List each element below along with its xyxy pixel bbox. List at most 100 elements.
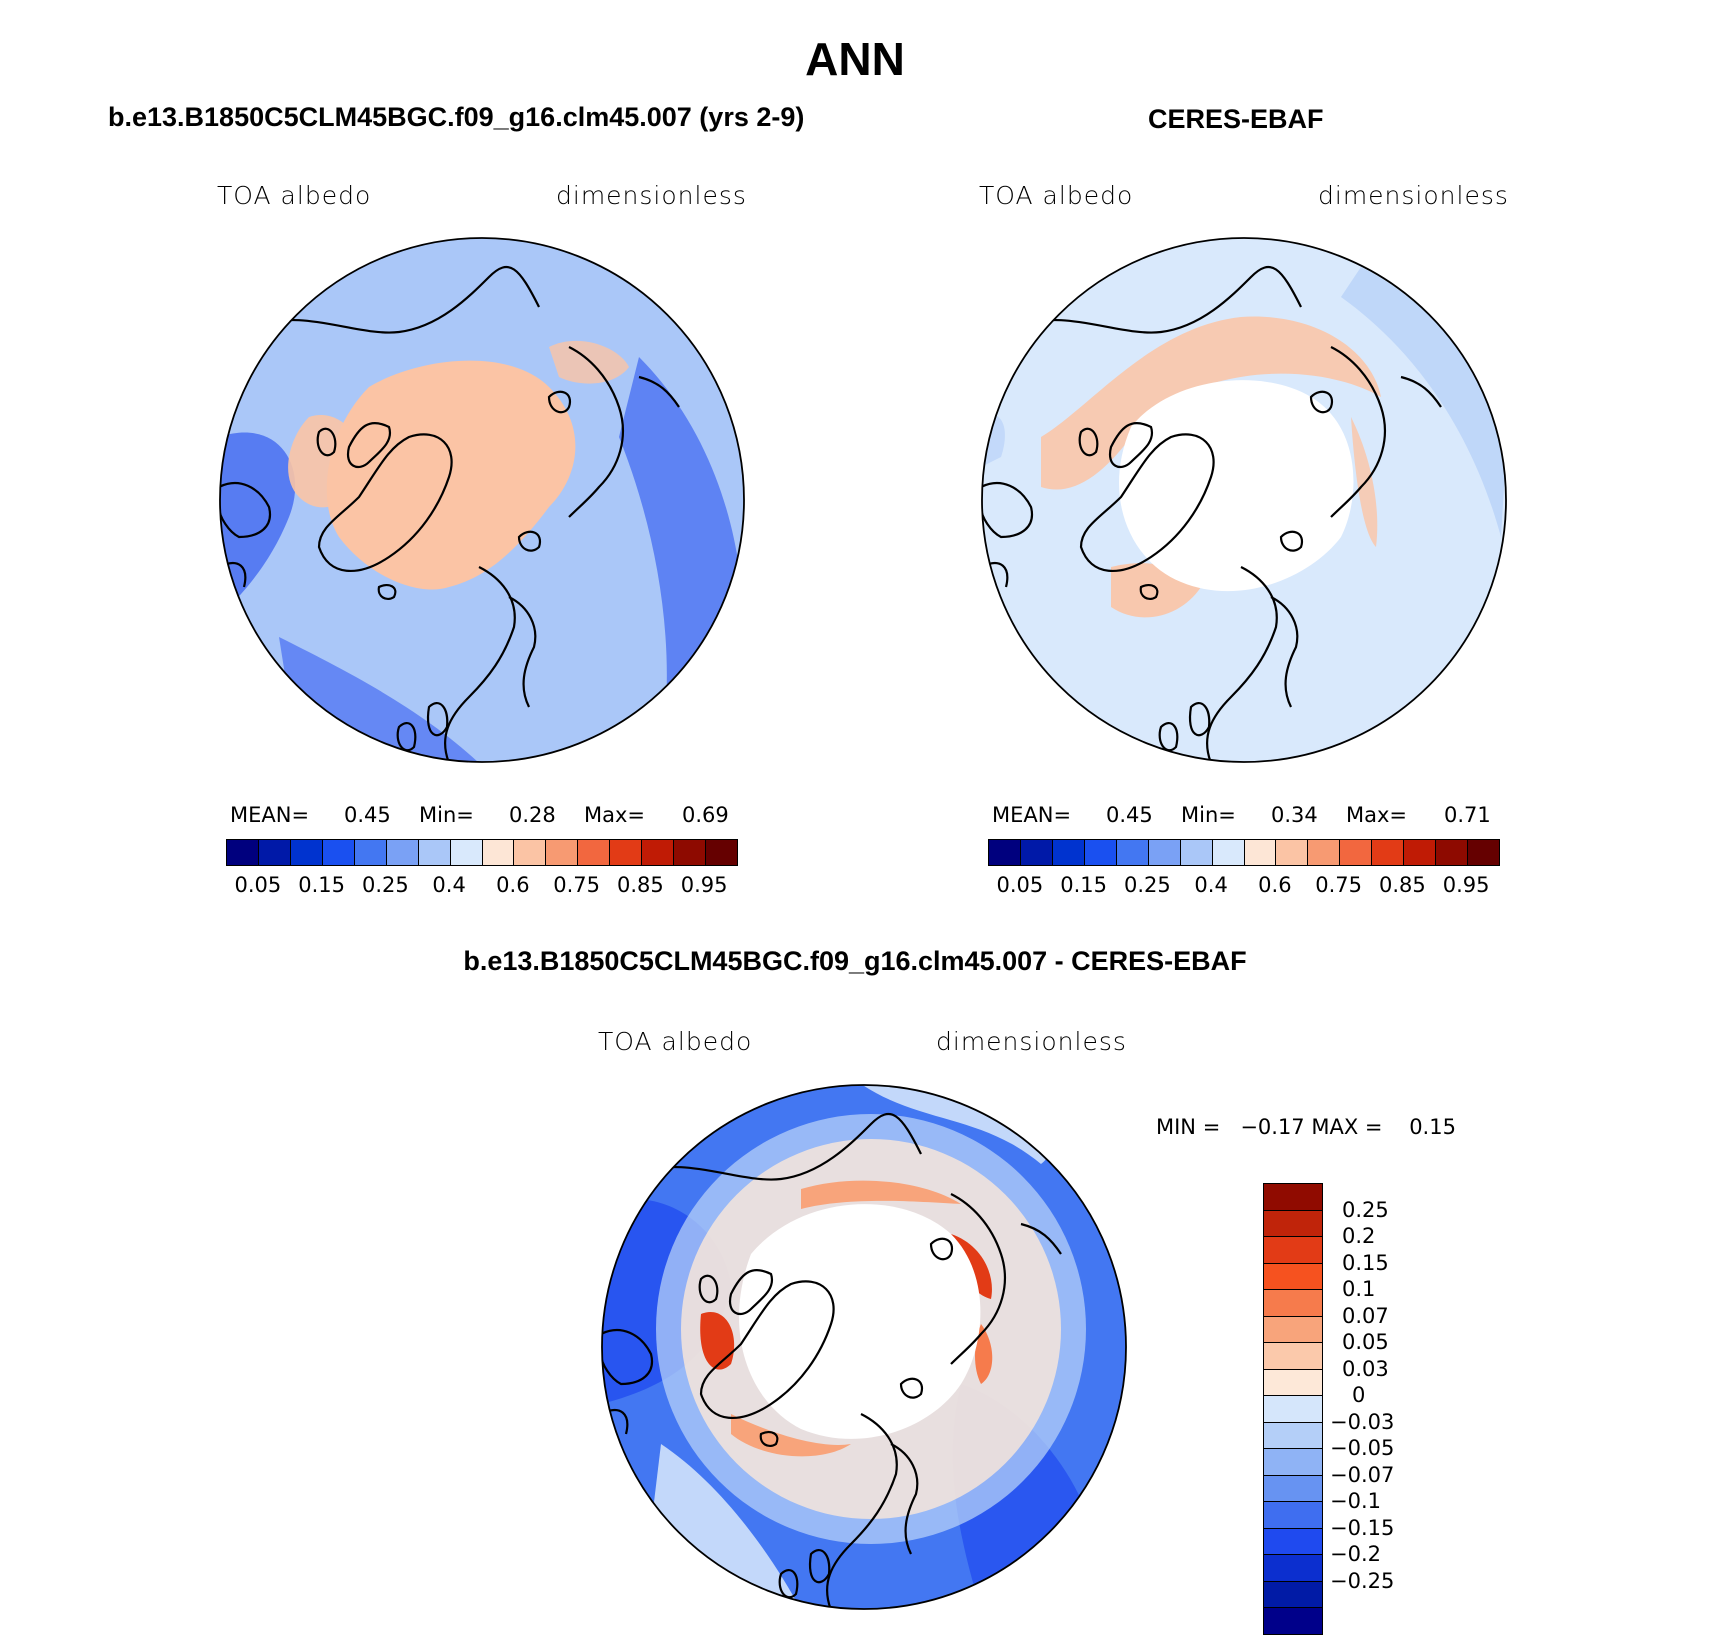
model-colorbar-swatch xyxy=(482,840,515,865)
obs-colorbar-swatch xyxy=(1116,840,1149,865)
diff-colorbar-swatch xyxy=(1264,1555,1322,1582)
diff-minmax: MIN = −0.17 MAX = 0.15 xyxy=(1156,1115,1456,1139)
model-field-label: TOA albedo xyxy=(217,181,372,210)
model-colorbar-swatch xyxy=(610,840,643,865)
model-min-label: Min= xyxy=(419,803,474,827)
diff-colorbar-tick-label: 0.07 xyxy=(1342,1303,1389,1328)
diff-colorbar-swatch xyxy=(1264,1449,1322,1476)
model-colorbar-tick-label: 0.85 xyxy=(616,873,664,897)
diff-colorbar-swatch xyxy=(1264,1396,1322,1423)
obs-polar-map xyxy=(981,237,1507,763)
diff-colorbar-swatch xyxy=(1264,1502,1322,1529)
model-colorbar-tick-label: 0.25 xyxy=(361,873,409,897)
obs-colorbar-swatch xyxy=(1308,840,1341,865)
model-mean-value: 0.45 xyxy=(344,803,391,827)
model-colorbar-swatch xyxy=(578,840,611,865)
diff-colorbar-tick-label: 0.2 xyxy=(1342,1224,1376,1248)
obs-colorbar-swatch xyxy=(1372,840,1405,865)
diff-colorbar-swatch xyxy=(1264,1608,1322,1634)
obs-units-label: dimensionless xyxy=(1318,181,1509,210)
diff-colorbar xyxy=(1263,1183,1323,1635)
diff-colorbar-swatch xyxy=(1264,1316,1322,1343)
diff-colorbar-swatch xyxy=(1264,1528,1322,1555)
model-units-label: dimensionless xyxy=(556,181,747,210)
diff-colorbar-tick-label: −0.05 xyxy=(1330,1436,1395,1460)
obs-mean-value: 0.45 xyxy=(1106,803,1153,827)
obs-colorbar-swatch xyxy=(1276,840,1309,865)
obs-colorbar-tick-label: 0.95 xyxy=(1442,873,1490,897)
model-colorbar-swatch xyxy=(386,840,419,865)
diff-colorbar-tick-label: 0.25 xyxy=(1342,1197,1389,1222)
obs-colorbar-tick-label: 0.4 xyxy=(1194,873,1228,897)
obs-colorbar-swatch xyxy=(989,840,1021,865)
obs-colorbar-ticks: 0.05 0.15 0.25 0.4 0.6 0.75 0.85 0.95 xyxy=(988,873,1498,903)
model-min-value: 0.28 xyxy=(509,803,556,827)
obs-colorbar-swatch xyxy=(1244,840,1277,865)
diff-colorbar-swatch xyxy=(1264,1343,1322,1370)
model-colorbar-swatch xyxy=(674,840,707,865)
diff-colorbar-swatch xyxy=(1264,1210,1322,1237)
obs-max-label: Max= xyxy=(1346,803,1408,827)
diff-colorbar-tick-label: −0.25 xyxy=(1330,1568,1395,1593)
diff-polar-map xyxy=(601,1084,1127,1610)
obs-colorbar-swatch xyxy=(1212,840,1245,865)
obs-colorbar xyxy=(988,839,1500,866)
diff-colorbar-tick-label: −0.03 xyxy=(1330,1409,1395,1434)
model-colorbar-swatch xyxy=(514,840,547,865)
obs-mean-label: MEAN= xyxy=(992,803,1072,827)
obs-subtitle: CERES-EBAF xyxy=(1148,104,1324,134)
obs-min-value: 0.34 xyxy=(1271,803,1318,827)
model-colorbar-swatch xyxy=(706,840,737,865)
model-max-label: Max= xyxy=(584,803,646,827)
model-max-value: 0.69 xyxy=(682,803,729,827)
model-colorbar xyxy=(226,839,738,866)
model-subtitle: b.e13.B1850C5CLM45BGC.f09_g16.clm45.007 … xyxy=(108,102,805,132)
obs-colorbar-swatch xyxy=(1148,840,1181,865)
obs-colorbar-swatch xyxy=(1340,840,1373,865)
diff-colorbar-swatch xyxy=(1264,1581,1322,1608)
obs-colorbar-tick-label: 0.6 xyxy=(1258,873,1292,897)
diff-colorbar-swatch xyxy=(1264,1237,1322,1264)
diff-colorbar-swatch xyxy=(1264,1184,1322,1211)
diff-subtitle: b.e13.B1850C5CLM45BGC.f09_g16.clm45.007 … xyxy=(463,946,1247,976)
obs-colorbar-tick-label: 0.05 xyxy=(996,873,1044,897)
obs-colorbar-swatch xyxy=(1020,840,1053,865)
diff-colorbar-tick-label: 0 xyxy=(1352,1383,1366,1407)
obs-colorbar-tick-label: 0.75 xyxy=(1315,873,1363,897)
diff-colorbar-tick-label: 0.03 xyxy=(1342,1356,1389,1381)
obs-colorbar-swatch xyxy=(1404,840,1437,865)
obs-colorbar-tick-label: 0.85 xyxy=(1378,873,1426,897)
obs-colorbar-swatch xyxy=(1468,840,1499,865)
model-colorbar-swatch xyxy=(450,840,483,865)
model-colorbar-tick-label: 0.4 xyxy=(432,873,466,897)
obs-colorbar-swatch xyxy=(1052,840,1085,865)
diff-colorbar-tick-label: −0.2 xyxy=(1330,1542,1381,1566)
diff-units-label: dimensionless xyxy=(936,1027,1127,1056)
diff-colorbar-tick-label: −0.15 xyxy=(1330,1515,1395,1540)
diff-colorbar-tick-label: 0.1 xyxy=(1342,1277,1376,1301)
model-colorbar-swatch xyxy=(546,840,579,865)
model-colorbar-tick-label: 0.15 xyxy=(298,873,346,897)
model-colorbar-swatch xyxy=(290,840,323,865)
figure-title: ANN xyxy=(805,33,905,85)
obs-max-value: 0.71 xyxy=(1444,803,1491,827)
diff-field-label: TOA albedo xyxy=(598,1027,753,1056)
obs-min-label: Min= xyxy=(1181,803,1236,827)
model-colorbar-swatch xyxy=(642,840,675,865)
diff-colorbar-tick-label: −0.07 xyxy=(1330,1462,1395,1487)
model-colorbar-tick-label: 0.05 xyxy=(234,873,282,897)
model-colorbar-swatch xyxy=(258,840,291,865)
model-colorbar-tick-label: 0.75 xyxy=(553,873,601,897)
diff-colorbar-swatch xyxy=(1264,1369,1322,1396)
model-colorbar-tick-label: 0.95 xyxy=(680,873,728,897)
model-colorbar-swatch xyxy=(227,840,259,865)
obs-field-label: TOA albedo xyxy=(979,181,1134,210)
obs-colorbar-swatch xyxy=(1084,840,1117,865)
obs-colorbar-tick-label: 0.15 xyxy=(1060,873,1108,897)
diff-colorbar-swatch xyxy=(1264,1475,1322,1502)
obs-colorbar-swatch xyxy=(1436,840,1469,865)
obs-colorbar-tick-label: 0.25 xyxy=(1123,873,1171,897)
model-colorbar-ticks: 0.05 0.15 0.25 0.4 0.6 0.75 0.85 0.95 xyxy=(226,873,736,903)
diff-colorbar-swatch xyxy=(1264,1422,1322,1449)
model-polar-map xyxy=(219,237,745,763)
